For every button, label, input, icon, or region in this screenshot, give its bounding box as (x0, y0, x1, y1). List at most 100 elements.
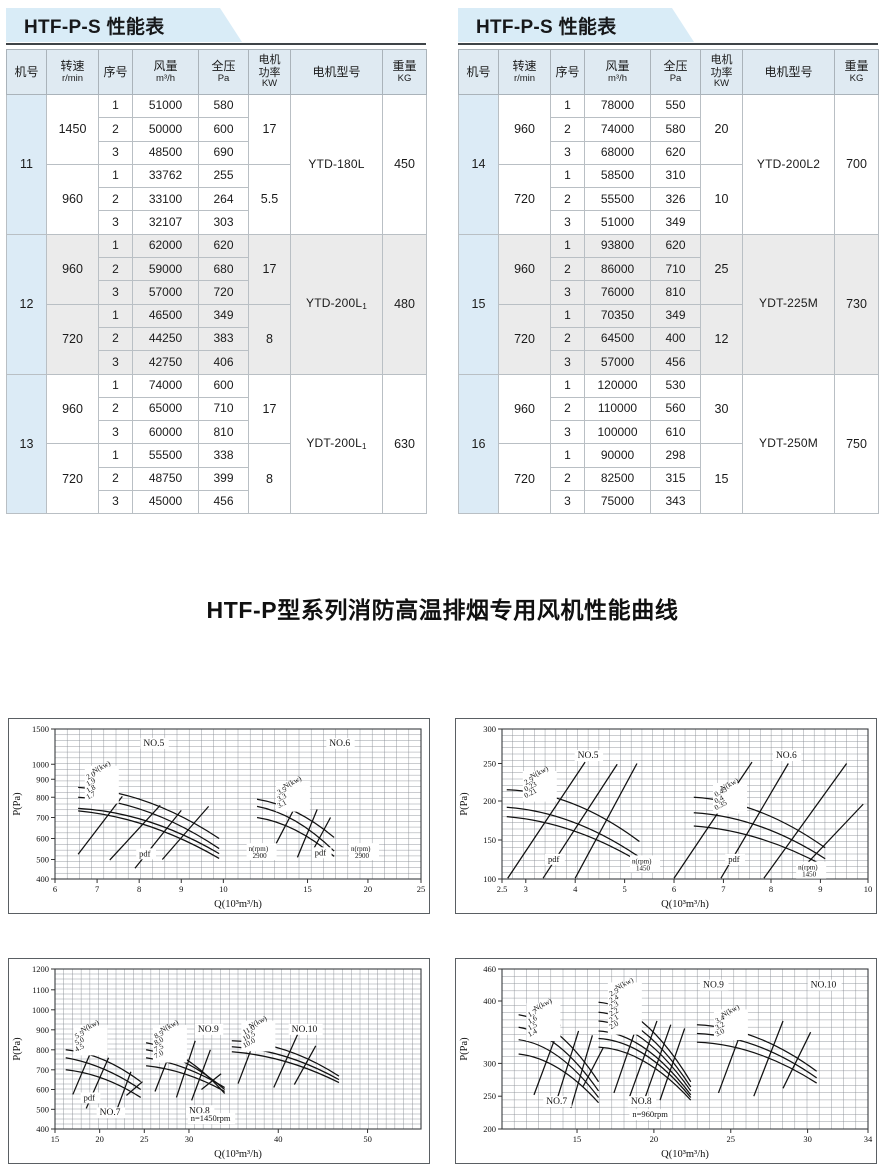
svg-text:8.5: 8.5 (153, 1028, 166, 1040)
cell-airflow: 120000 (584, 373, 651, 398)
cell-airflow: 57000 (584, 350, 651, 375)
svg-text:3.3: 3.3 (276, 791, 289, 803)
svg-text:150: 150 (483, 835, 496, 845)
svg-text:10: 10 (864, 884, 873, 894)
cell-airflow: 33762 (132, 163, 199, 189)
svg-text:30: 30 (803, 1134, 812, 1144)
table-row: 12 960 1 62000 620 17 YTD-200L1 480 (6, 233, 427, 375)
col-header-cn: 序号 (103, 64, 128, 79)
table-row: 720 1 55500 338 8 (7, 443, 427, 515)
cell-index: 3 (550, 140, 585, 165)
col-header-unit: KG (849, 72, 864, 84)
cell-pressure: 810 (198, 420, 249, 445)
cell-pressure: 383 (198, 326, 249, 352)
banner-underline (6, 43, 426, 45)
svg-text:25: 25 (727, 1134, 736, 1144)
col-header-motor-model: 电机型号 (742, 49, 835, 95)
col-header-unit: r/min (513, 72, 536, 84)
svg-text:5: 5 (622, 884, 626, 894)
cell-airflow: 42750 (132, 350, 199, 375)
cell-pressure: 264 (198, 187, 249, 212)
svg-text:7.5: 7.5 (153, 1041, 166, 1053)
svg-text:30: 30 (185, 1134, 194, 1144)
cell-airflow: 75000 (584, 490, 651, 515)
svg-text:9: 9 (818, 884, 822, 894)
col-header-motor-model: 电机型号 (290, 49, 383, 95)
svg-text:pdf: pdf (315, 847, 327, 857)
svg-text:P(Pa): P(Pa) (12, 1037, 23, 1061)
svg-text:600: 600 (36, 1084, 49, 1094)
table-row: 2 59000 680 (7, 257, 427, 282)
svg-text:n(rpm): n(rpm) (351, 845, 371, 853)
cell-index: 2 (550, 257, 585, 282)
svg-text:15: 15 (303, 884, 312, 894)
table-row: 2 65000 710 (7, 396, 427, 422)
cell-index: 2 (550, 466, 585, 492)
cell-pressure: 690 (198, 140, 249, 165)
table-row: 2 50000 600 (7, 117, 427, 142)
col-header-cn: 序号 (555, 64, 580, 79)
svg-text:500: 500 (36, 1104, 49, 1114)
cell-machine-no: 14 (458, 94, 499, 235)
col-header-unit: KW (713, 77, 730, 89)
svg-text:20: 20 (95, 1134, 104, 1144)
cell-index: 3 (98, 350, 133, 375)
table-row: 720 1 90000 298 15 (459, 443, 879, 515)
svg-text:2900: 2900 (355, 852, 370, 860)
cell-weight: 730 (834, 233, 879, 375)
cell-airflow: 33100 (132, 187, 199, 212)
col-header-speed: 转速 r/min (498, 49, 551, 95)
cell-pressure: 680 (198, 257, 249, 282)
cell-speed: 960 (46, 373, 99, 445)
performance-curve-chart-1: 6 7 8 9 10 15 20 25 400 500 600 700 800 900 1000 1500 Q(… (8, 718, 430, 914)
table-row: 2 86000 710 (459, 257, 879, 282)
table-body: 11 1450 1 51000 580 17 YTD-180L 450 2 50000 600 3 48… (6, 93, 427, 515)
table-row: 16 960 1 120000 530 30 YDT-250M 750 (458, 373, 879, 515)
table-row: 15 960 1 93800 620 25 YDT-225M 730 (458, 233, 879, 375)
cell-weight: 750 (834, 373, 879, 515)
col-header-cn: 机号 (466, 64, 491, 79)
cell-motor-model: YTD-180L (290, 94, 383, 235)
svg-text:pdf: pdf (728, 854, 740, 864)
cell-airflow: 76000 (584, 280, 651, 305)
cell-airflow: 62000 (132, 233, 199, 259)
cell-airflow: 68000 (584, 140, 651, 165)
svg-text:Q(10³m³/h): Q(10³m³/h) (661, 899, 709, 910)
cell-pressure: 710 (198, 396, 249, 422)
table-banner-left: HTF-P-S 性能表 (6, 8, 426, 42)
cell-index: 2 (98, 326, 133, 352)
cell-airflow: 50000 (132, 117, 199, 142)
cell-index: 2 (550, 326, 585, 352)
cell-weight: 630 (382, 373, 427, 515)
cell-airflow: 59000 (132, 257, 199, 282)
cell-pressure: 600 (198, 373, 249, 398)
col-header-unit: m³/h (156, 72, 175, 84)
cell-weight: 450 (382, 94, 427, 235)
cell-index: 1 (98, 93, 133, 119)
cell-airflow: 57000 (132, 280, 199, 305)
col-header-cn: 风量 (153, 59, 178, 74)
table-row: 14 960 1 78000 550 20 YTD-200L2 700 (458, 93, 879, 235)
cell-airflow: 48500 (132, 140, 199, 165)
cell-pressure: 399 (198, 466, 249, 492)
cell-index: 3 (550, 350, 585, 375)
banner-background (6, 8, 242, 42)
svg-text:pdf: pdf (84, 1092, 96, 1102)
svg-text:10: 10 (219, 884, 228, 894)
col-header-cn: 电机型号 (764, 64, 813, 79)
cell-index: 2 (98, 396, 133, 422)
cell-motor-power: 17 (248, 94, 291, 165)
svg-text:500: 500 (36, 855, 49, 865)
cell-pressure: 580 (650, 117, 701, 142)
col-header-cn2: 功率 (258, 66, 281, 79)
svg-text:700: 700 (36, 813, 49, 823)
performance-curve-chart-2: 2.5 3 4 5 6 7 8 9 10 100 150 200 250 300 Q(10³m³/h) P(P… (455, 718, 877, 914)
cell-motor-power: 20 (700, 94, 743, 165)
svg-text:2.3: 2.3 (608, 999, 621, 1011)
svg-text:1.9: 1.9 (85, 776, 98, 788)
cell-airflow: 44250 (132, 326, 199, 352)
performance-table: 机号 转速 r/min 序号 风量 m³/h 全压 Pa 电机 功率 KW 电机型号 重量… (6, 49, 427, 515)
cell-pressure: 349 (198, 303, 249, 328)
col-header-unit: Pa (217, 72, 230, 84)
